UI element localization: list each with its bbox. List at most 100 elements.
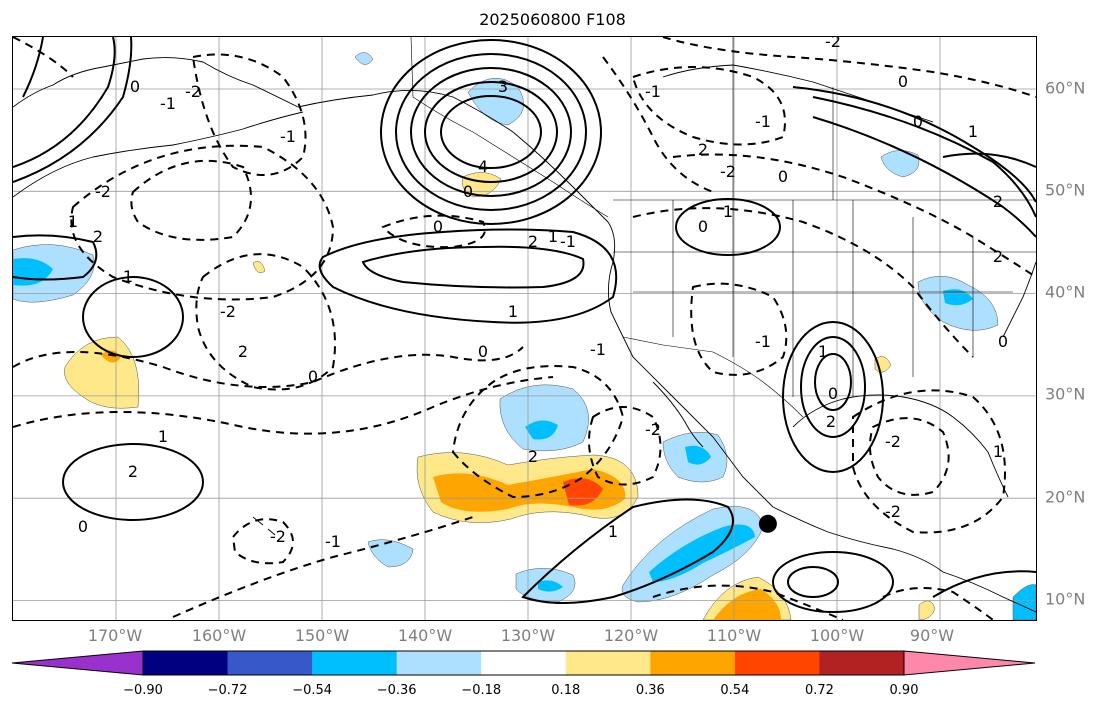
coast-hudson bbox=[662, 64, 934, 123]
contour-nw-3 bbox=[22, 37, 44, 98]
contour-alaska-1 bbox=[380, 39, 602, 225]
contour-label: 0 bbox=[913, 112, 923, 131]
colorbar-segment bbox=[734, 651, 820, 675]
shade-negative-ne bbox=[880, 150, 920, 178]
contour-label: 0 bbox=[998, 332, 1008, 351]
lon-label-160w: 160°W bbox=[191, 626, 247, 645]
contour-neg-15 bbox=[632, 207, 974, 358]
contour-west-1 bbox=[82, 276, 184, 358]
contour-label: -2 bbox=[720, 162, 736, 181]
contour-label: -2 bbox=[825, 37, 841, 51]
coast-alaska-south bbox=[297, 90, 609, 223]
colorbar-tick-label: −0.18 bbox=[461, 683, 502, 698]
contour-us-1 bbox=[675, 198, 781, 256]
lon-label-140w: 140°W bbox=[397, 626, 453, 645]
contour-label: 0 bbox=[828, 384, 838, 403]
colorbar-tick-label: −0.54 bbox=[292, 683, 333, 698]
colorbar-border bbox=[142, 650, 905, 676]
colorbar-tick-label: 0.18 bbox=[551, 683, 581, 698]
shade-negative-alaska bbox=[467, 78, 524, 126]
contour-label: 1 bbox=[548, 227, 558, 246]
contour-label: 2 bbox=[993, 247, 1003, 266]
contour-nw-2 bbox=[13, 37, 133, 183]
contour-se-1 bbox=[932, 570, 1036, 598]
contour-label: 2 bbox=[528, 447, 538, 466]
contour-ne-4 bbox=[942, 152, 1036, 168]
contour-label: 0 bbox=[478, 342, 488, 361]
colorbar-segment bbox=[565, 651, 651, 675]
contour-label: -2 bbox=[185, 82, 201, 101]
contour-mexico-1 bbox=[782, 321, 884, 473]
colorbar-tick-label: 0.72 bbox=[804, 683, 834, 698]
shade-negative-baja-core bbox=[685, 445, 711, 465]
colorbar-tick-label: 0.54 bbox=[720, 683, 750, 698]
contour-label: 2 bbox=[128, 462, 138, 481]
contour-label: 2 bbox=[528, 232, 538, 251]
contour-label: 0 bbox=[433, 217, 443, 236]
border-us-mexico bbox=[622, 336, 804, 418]
contour-ne-1 bbox=[792, 86, 1036, 203]
colorbar-segment bbox=[819, 651, 905, 675]
contour-label: -1 bbox=[325, 532, 341, 551]
contour-ridge-2 bbox=[361, 245, 585, 289]
contour-ridge-1 bbox=[318, 228, 618, 324]
contour-label: 0 bbox=[698, 217, 708, 236]
shade-negative-small bbox=[367, 539, 414, 568]
location-marker bbox=[758, 514, 777, 533]
colorbar-extend-high bbox=[903, 650, 1036, 676]
contour-label: -2 bbox=[220, 302, 236, 321]
anomaly-shading bbox=[13, 52, 1036, 620]
contour-neg-7 bbox=[231, 518, 294, 565]
contour-label: 1 bbox=[158, 427, 168, 446]
lat-label-10n: 10°N bbox=[1045, 589, 1086, 609]
contour-neg-17 bbox=[381, 214, 486, 249]
contour-alaska-3 bbox=[410, 67, 572, 197]
contour-label: -2 bbox=[885, 502, 901, 521]
coast-baja bbox=[652, 381, 704, 448]
shade-negative-nw bbox=[354, 52, 374, 65]
lon-label-150w: 150°W bbox=[294, 626, 350, 645]
shade-negative-band-core bbox=[649, 524, 755, 582]
contour-label: -1 bbox=[280, 127, 296, 146]
colorbar-segment bbox=[481, 651, 567, 675]
contour-label: 0 bbox=[463, 182, 473, 201]
contour-label: 0 bbox=[308, 367, 318, 386]
contour-neg-9 bbox=[690, 282, 788, 376]
lon-label-120w: 120°W bbox=[603, 626, 659, 645]
contour-label: -1 bbox=[160, 94, 176, 113]
shade-positive-small bbox=[252, 261, 266, 273]
contour-label: -1 bbox=[755, 332, 771, 351]
colorbar-tick-label: −0.36 bbox=[376, 683, 417, 698]
contour-label: 2 bbox=[93, 227, 103, 246]
contour-label: 1 bbox=[968, 122, 978, 141]
contours-positive bbox=[13, 37, 1036, 613]
contour-neg-4 bbox=[13, 346, 524, 388]
borders bbox=[410, 37, 1036, 418]
colorbar-segment bbox=[312, 651, 398, 675]
coast-gulf bbox=[792, 394, 1009, 498]
contour-west-2 bbox=[62, 443, 204, 521]
contour-label: -2 bbox=[885, 432, 901, 451]
coast-alaska-west bbox=[13, 57, 299, 108]
coast-aleutians bbox=[13, 111, 304, 198]
colorbar-segment bbox=[143, 651, 229, 675]
colorbar-segment bbox=[396, 651, 482, 675]
contour-neg-13 bbox=[662, 37, 1036, 98]
contour-alaska-4 bbox=[424, 81, 558, 183]
shade-negative-west bbox=[13, 244, 95, 303]
colorbar-tick-label: 0.90 bbox=[889, 683, 919, 698]
shade-negative-corner bbox=[1012, 584, 1036, 620]
colorbar-segment bbox=[227, 651, 313, 675]
contour-label: 0 bbox=[898, 72, 908, 91]
contour-label: -1 bbox=[755, 112, 771, 131]
plot-title: 2025060800 F108 bbox=[479, 10, 626, 29]
contours-negative bbox=[13, 37, 1036, 620]
contour-neg-11 bbox=[852, 389, 1006, 534]
contour-neg-12 bbox=[631, 66, 786, 146]
contour-neg-3 bbox=[195, 253, 336, 391]
lon-label-110w: 110°W bbox=[706, 626, 762, 645]
contour-label: 1 bbox=[508, 302, 518, 321]
contour-alaska-5 bbox=[440, 95, 542, 169]
